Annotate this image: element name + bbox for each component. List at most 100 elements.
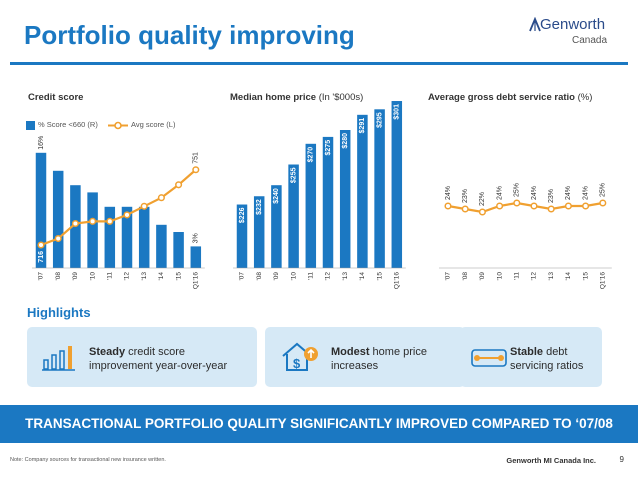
- credit-score-point-5: [123, 211, 131, 219]
- logo-wordmark: Genworth: [540, 16, 606, 33]
- credit-bar-7: [156, 224, 167, 268]
- credit-score-point-7: [157, 194, 165, 202]
- credit-bar-9: [190, 246, 202, 268]
- highlight-card-price: $ Modest home price increases: [265, 327, 465, 387]
- highlight-rest-debt: debt servicing ratios: [510, 346, 584, 372]
- credit-score-line: [40, 168, 197, 247]
- home-price-label-4: $270: [308, 147, 315, 163]
- gds-ratio-point-1: [461, 205, 469, 213]
- home-price-x-tick-8: '15: [376, 272, 383, 281]
- home-price-title-unit: (In '$000s): [318, 92, 364, 103]
- home-price-label-9: $301: [394, 104, 401, 120]
- gds-x-tick-5: '12: [531, 272, 538, 281]
- home-price-bar-2: [271, 185, 282, 268]
- home-price-label-0: $226: [239, 207, 246, 223]
- gds-ratio-point-8: [582, 202, 590, 210]
- credit-x-tick-0: '07: [38, 272, 45, 281]
- credit-x-tick-6: '13: [141, 272, 148, 281]
- credit-score-point-0: [37, 241, 45, 249]
- home-price-bar-8: [374, 109, 385, 268]
- credit-bar-0: [35, 152, 47, 268]
- gds-ratio-point-9: [599, 199, 607, 207]
- gds-ratio-title-unit: (%): [577, 92, 593, 103]
- legend-item-line: Avg score (L): [108, 120, 175, 130]
- home-price-label-3: $255: [290, 167, 297, 183]
- credit-score-title: Credit score: [28, 92, 84, 103]
- legend-line-swatch: [108, 121, 128, 129]
- home-price-x-tick-1: '08: [256, 272, 263, 281]
- footnote: Note: Company sources for transactional …: [10, 457, 166, 463]
- gds-ratio-title: Average gross debt service ratio (%): [428, 92, 592, 103]
- credit-bar-label-0: 16%: [38, 136, 45, 150]
- ratio-slider-icon: [471, 349, 507, 367]
- credit-score-point-6: [140, 202, 148, 210]
- gds-ratio-label-5: 24%: [531, 186, 538, 200]
- gds-x-tick-4: '11: [514, 272, 521, 280]
- legend-bar-label: % Score <660 (R): [38, 120, 98, 129]
- home-price-bar-4: [305, 143, 317, 268]
- home-price-label-7: $291: [359, 118, 366, 134]
- highlight-text-price: Modest home price increases: [331, 345, 451, 373]
- gds-ratio-point-5: [530, 202, 538, 210]
- bar-chart-icon: [42, 346, 75, 371]
- home-price-bar-0: [236, 204, 248, 268]
- conclusion-banner: TRANSACTIONAL PORTFOLIO QUALITY SIGNIFIC…: [0, 405, 638, 443]
- credit-x-tick-2: '09: [72, 272, 79, 281]
- home-price-x-tick-7: '14: [359, 272, 366, 281]
- gds-ratio-point-4: [513, 199, 521, 207]
- home-price-bar-1: [253, 196, 265, 268]
- home-price-bar-7: [357, 114, 368, 268]
- gds-ratio-point-2: [478, 208, 486, 216]
- home-price-bar-9: [391, 101, 403, 269]
- gds-x-tick-8: '15: [582, 272, 589, 281]
- credit-score-point-3: [89, 217, 97, 225]
- gds-ratio-point-3: [496, 202, 504, 210]
- credit-x-tick-8: '15: [175, 272, 182, 281]
- credit-bar-8: [173, 232, 184, 268]
- legend-item-bar: % Score <660 (R): [26, 120, 98, 130]
- legend-bar-swatch: [26, 120, 35, 130]
- credit-x-tick-1: '08: [55, 272, 62, 281]
- gds-ratio-label-2: 22%: [479, 192, 486, 206]
- gds-ratio-label-8: 24%: [582, 186, 589, 200]
- highlight-bold-price: Modest: [331, 346, 370, 358]
- gds-ratio-label-0: 24%: [445, 186, 452, 200]
- credit-x-tick-4: '11: [107, 272, 114, 280]
- home-price-label-8: $295: [376, 112, 383, 128]
- gds-x-tick-3: '10: [496, 272, 503, 281]
- highlight-rest-credit: credit score improvement year-over-year: [89, 346, 228, 372]
- credit-score-point-9: [192, 166, 200, 174]
- house-dollar-icon: $: [282, 342, 318, 371]
- gds-ratio-point-7: [564, 202, 572, 210]
- credit-bar-5: [121, 206, 133, 268]
- credit-x-tick-7: '14: [158, 272, 165, 281]
- home-price-label-5: $275: [325, 140, 332, 156]
- home-price-x-tick-6: '13: [342, 272, 349, 281]
- logo-subtitle: Canada: [572, 35, 608, 46]
- highlight-text-credit: Steady credit score improvement year-ove…: [89, 345, 249, 373]
- credit-score-point-8: [175, 181, 183, 189]
- home-price-x-tick-9: Q1'16: [394, 272, 401, 290]
- credit-x-tick-5: '12: [124, 272, 131, 281]
- highlight-text-debt: Stable debt servicing ratios: [510, 345, 598, 373]
- gds-ratio-point-0: [444, 202, 452, 210]
- gds-ratio-label-1: 23%: [462, 189, 469, 203]
- home-price-bar-3: [288, 164, 299, 268]
- credit-x-tick-9: Q1'16: [193, 272, 200, 290]
- svg-text:$: $: [293, 356, 301, 371]
- home-price-x-tick-4: '11: [308, 272, 315, 280]
- credit-bar-3: [87, 192, 98, 268]
- gds-ratio-title-text: Average gross debt service ratio: [428, 92, 575, 103]
- credit-score-point-2: [71, 219, 79, 228]
- credit-x-tick-3: '10: [89, 272, 96, 281]
- credit-bar-6: [138, 206, 150, 268]
- title-divider: [10, 62, 628, 65]
- footer-company: Genworth MI Canada Inc.: [506, 456, 596, 465]
- home-price-title-text: Median home price: [230, 92, 317, 103]
- highlights-title: Highlights: [27, 305, 91, 320]
- gds-x-tick-7: '14: [565, 272, 572, 281]
- credit-score-label-0: 716: [38, 251, 45, 263]
- gds-x-tick-0: '07: [445, 272, 452, 281]
- home-price-x-tick-3: '10: [290, 272, 297, 281]
